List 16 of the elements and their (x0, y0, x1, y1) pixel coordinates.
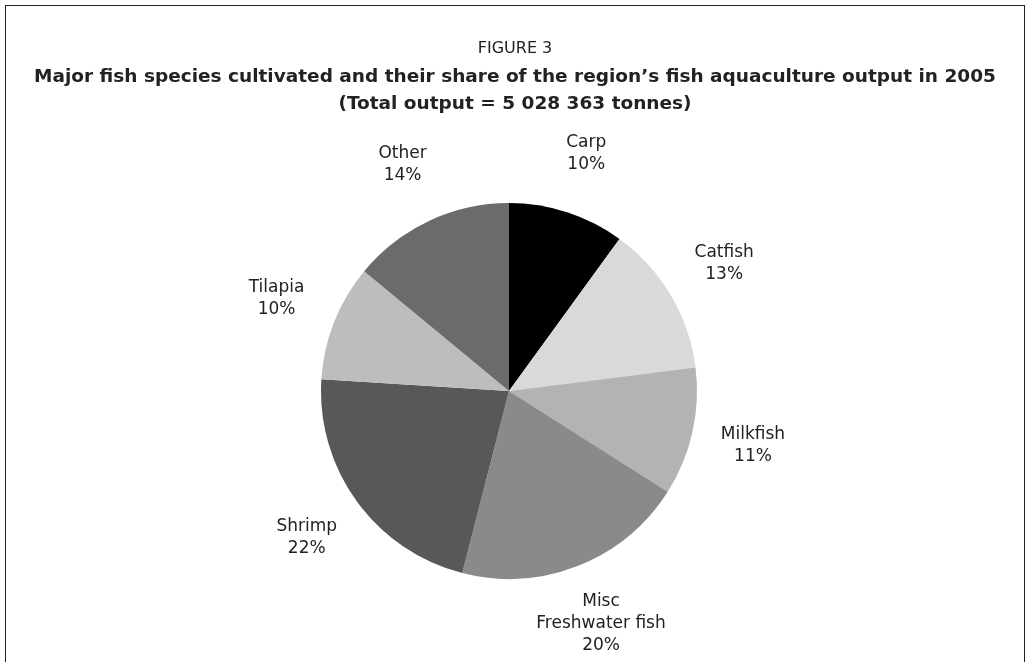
slice-label: Catfish (694, 241, 754, 262)
slice-label: Tilapia (247, 276, 305, 297)
slice-label: Other (378, 142, 427, 163)
slice-label: Carp (566, 130, 607, 151)
slice-label: Shrimp (276, 515, 338, 536)
chart-title: FIGURE 3 (476, 38, 554, 57)
slice-label: Milkfish (720, 422, 786, 443)
data-label: 13% (705, 263, 744, 284)
slice-label: Misc Freshwater fish (536, 589, 666, 632)
data-label: 11% (734, 444, 772, 465)
data-label: 20% (582, 633, 620, 654)
data-label: 22% (287, 537, 326, 558)
data-label: 14% (383, 164, 422, 185)
data-label: 10% (257, 298, 296, 319)
chart-subtitle: Major fish species cultivated and their share of the region’s fish aquaculture output in 2005 (Total output = 5 028 363 tonnes) (33, 64, 997, 115)
data-label: 10% (567, 152, 606, 173)
